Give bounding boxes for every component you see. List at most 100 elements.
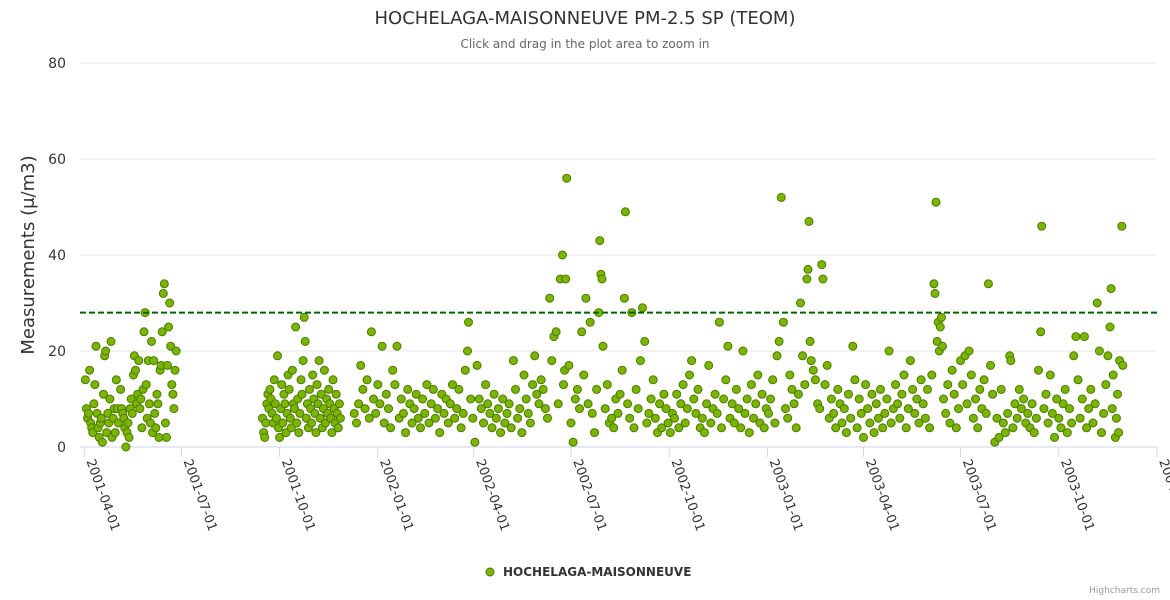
- data-point[interactable]: [731, 384, 741, 394]
- data-point[interactable]: [150, 408, 160, 418]
- data-point[interactable]: [483, 399, 493, 409]
- data-point[interactable]: [158, 288, 168, 298]
- data-point[interactable]: [163, 360, 172, 370]
- data-point[interactable]: [1082, 423, 1092, 433]
- data-point[interactable]: [416, 423, 425, 433]
- data-point[interactable]: [806, 356, 816, 366]
- data-point[interactable]: [1058, 399, 1068, 409]
- data-point[interactable]: [796, 298, 805, 308]
- data-point[interactable]: [551, 327, 561, 337]
- data-point[interactable]: [319, 365, 329, 375]
- data-point[interactable]: [116, 384, 126, 394]
- data-point[interactable]: [817, 260, 827, 270]
- data-point[interactable]: [844, 389, 853, 399]
- data-point[interactable]: [570, 394, 580, 404]
- data-point[interactable]: [110, 428, 120, 438]
- data-point[interactable]: [373, 380, 383, 390]
- data-point[interactable]: [721, 375, 731, 385]
- data-point[interactable]: [328, 375, 338, 385]
- data-point[interactable]: [859, 432, 868, 442]
- data-point[interactable]: [704, 360, 714, 370]
- data-point[interactable]: [296, 375, 306, 385]
- data-point[interactable]: [615, 389, 625, 399]
- data-point[interactable]: [815, 404, 825, 414]
- data-point[interactable]: [84, 408, 93, 418]
- data-point[interactable]: [945, 418, 955, 428]
- data-point[interactable]: [1006, 356, 1016, 366]
- data-point[interactable]: [983, 279, 993, 289]
- data-point[interactable]: [149, 356, 159, 366]
- data-point[interactable]: [500, 418, 510, 428]
- data-point[interactable]: [598, 341, 608, 351]
- data-point[interactable]: [1056, 423, 1066, 433]
- data-point[interactable]: [918, 399, 928, 409]
- data-point[interactable]: [426, 399, 436, 409]
- data-point[interactable]: [691, 408, 701, 418]
- data-point[interactable]: [943, 380, 953, 390]
- data-point[interactable]: [1077, 394, 1087, 404]
- data-point[interactable]: [508, 356, 518, 366]
- data-point[interactable]: [897, 389, 907, 399]
- data-point[interactable]: [137, 423, 147, 433]
- data-point[interactable]: [354, 399, 364, 409]
- data-point[interactable]: [445, 399, 455, 409]
- data-point[interactable]: [261, 418, 271, 428]
- data-point[interactable]: [886, 418, 896, 428]
- data-point[interactable]: [994, 432, 1004, 442]
- data-point[interactable]: [642, 418, 652, 428]
- data-point[interactable]: [891, 380, 900, 390]
- data-point[interactable]: [460, 365, 470, 375]
- data-point[interactable]: [443, 418, 453, 428]
- data-point[interactable]: [97, 437, 107, 447]
- data-point[interactable]: [298, 356, 308, 366]
- data-point[interactable]: [672, 389, 682, 399]
- data-point[interactable]: [776, 192, 786, 202]
- data-point[interactable]: [1062, 428, 1072, 438]
- data-point[interactable]: [579, 370, 589, 380]
- data-point[interactable]: [878, 423, 888, 433]
- data-point[interactable]: [479, 418, 488, 428]
- data-point[interactable]: [1118, 360, 1128, 370]
- data-point[interactable]: [846, 413, 856, 423]
- data-point[interactable]: [1050, 432, 1059, 442]
- legend[interactable]: HOCHELAGA-MAISONNEUVE: [485, 565, 691, 579]
- data-point[interactable]: [105, 394, 115, 404]
- data-point[interactable]: [908, 384, 918, 394]
- data-point[interactable]: [273, 351, 282, 361]
- data-point[interactable]: [930, 288, 940, 298]
- data-point[interactable]: [992, 413, 1002, 423]
- data-point[interactable]: [153, 399, 163, 409]
- data-point[interactable]: [717, 423, 726, 433]
- data-point[interactable]: [466, 394, 476, 404]
- data-point[interactable]: [670, 413, 679, 423]
- data-point[interactable]: [706, 418, 716, 428]
- data-point[interactable]: [360, 404, 370, 414]
- data-point[interactable]: [167, 380, 177, 390]
- data-point[interactable]: [1027, 399, 1037, 409]
- data-point[interactable]: [947, 365, 957, 375]
- data-point[interactable]: [275, 432, 285, 442]
- data-point[interactable]: [941, 408, 951, 418]
- data-point[interactable]: [162, 432, 171, 442]
- data-point[interactable]: [85, 365, 95, 375]
- data-point[interactable]: [583, 399, 593, 409]
- data-point[interactable]: [865, 418, 875, 428]
- data-point[interactable]: [893, 399, 903, 409]
- data-point[interactable]: [547, 356, 557, 366]
- data-point[interactable]: [366, 327, 376, 337]
- data-point[interactable]: [590, 428, 599, 438]
- data-point[interactable]: [841, 428, 851, 438]
- data-point[interactable]: [418, 394, 428, 404]
- data-point[interactable]: [873, 413, 883, 423]
- data-point[interactable]: [964, 346, 974, 356]
- data-point[interactable]: [951, 423, 961, 433]
- data-point[interactable]: [620, 207, 630, 217]
- data-point[interactable]: [800, 380, 810, 390]
- data-point[interactable]: [430, 413, 440, 423]
- data-point[interactable]: [356, 360, 366, 370]
- data-point[interactable]: [171, 346, 181, 356]
- data-point[interactable]: [826, 394, 836, 404]
- data-point[interactable]: [882, 394, 892, 404]
- data-point[interactable]: [377, 341, 387, 351]
- data-point[interactable]: [1108, 370, 1118, 380]
